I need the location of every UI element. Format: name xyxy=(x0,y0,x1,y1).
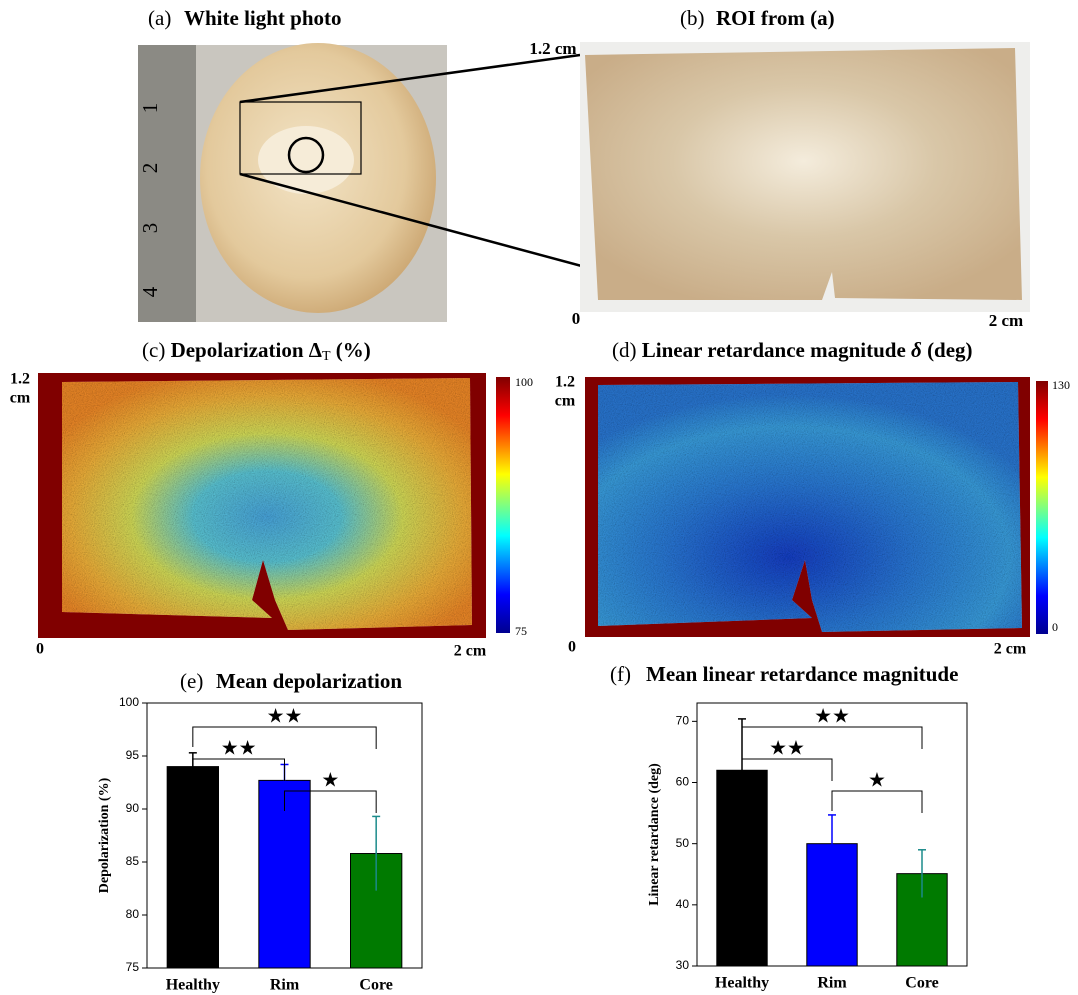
chart-title: Mean depolarization xyxy=(216,669,402,693)
axis-label: 0 xyxy=(36,641,44,658)
bar xyxy=(167,767,218,968)
y-tick-label: 100 xyxy=(119,695,139,709)
significance-bracket xyxy=(832,791,922,813)
panel-title: Linear retardance magnitude xyxy=(642,338,906,362)
y-tick-label: 95 xyxy=(126,748,140,762)
colorbar xyxy=(496,377,510,633)
axis-label: 1.2 xyxy=(555,374,575,391)
axis-label: 0 xyxy=(572,309,581,328)
significance-stars: ★ xyxy=(868,768,886,792)
panel-label: (a) xyxy=(148,6,171,30)
y-tick-label: 70 xyxy=(676,714,690,728)
colorbar-label: 100 xyxy=(515,375,533,389)
chart-label: (e) xyxy=(180,669,203,693)
y-tick-label: 80 xyxy=(126,907,140,921)
y-tick-label: 40 xyxy=(676,897,690,911)
axis-label: 2 cm xyxy=(454,643,487,660)
panel-title-line: (c) Depolarization ΔT (%) xyxy=(142,338,371,367)
x-tick-label: Core xyxy=(359,977,392,994)
significance-stars: ★★ xyxy=(814,704,850,728)
x-tick-label: Healthy xyxy=(166,977,220,994)
panel-title-unit: (deg) xyxy=(927,338,973,362)
panel-title: White light photo xyxy=(184,6,342,30)
figure: (a) White light photo 1 2 3 4 (b) ROI fr… xyxy=(0,0,1078,995)
y-tick-label: 50 xyxy=(676,836,690,850)
chart-title: Mean linear retardance magnitude xyxy=(646,662,958,686)
y-tick-label: 90 xyxy=(126,801,140,815)
page: (a) White light photo 1 2 3 4 (b) ROI fr… xyxy=(0,0,1078,995)
axis-label: 1.2 xyxy=(10,371,30,388)
axis-label: cm xyxy=(10,390,31,407)
ruler-label: 3 xyxy=(138,223,162,234)
panel-title: Depolarization Δ xyxy=(171,338,322,362)
ruler xyxy=(138,45,196,322)
panel-label: (c) xyxy=(142,338,165,362)
axis-label: 2 cm xyxy=(994,641,1027,658)
significance-stars: ★ xyxy=(321,768,339,792)
significance-stars: ★★ xyxy=(221,736,257,760)
y-tick-label: 75 xyxy=(126,960,140,974)
panel-title-symbol: δ xyxy=(911,338,922,362)
chart-label: (f) xyxy=(610,662,631,686)
axis-label: 0 xyxy=(568,639,576,656)
x-tick-label: Rim xyxy=(270,977,300,994)
axis-label: 1.2 cm xyxy=(529,39,576,58)
colorbar-label: 130 xyxy=(1052,378,1070,392)
y-tick-label: 85 xyxy=(126,854,140,868)
y-tick-label: 30 xyxy=(676,958,690,972)
panel-title-subscript: T xyxy=(322,349,331,364)
panel-title-unit: (%) xyxy=(336,338,371,362)
x-tick-label: Healthy xyxy=(715,975,769,992)
colorbar-label: 75 xyxy=(515,624,527,638)
significance-stars: ★★ xyxy=(769,736,805,760)
colorbar-label: 0 xyxy=(1052,620,1058,634)
axis-label: 2 cm xyxy=(989,311,1023,330)
panel-label: (d) xyxy=(612,338,637,362)
roi-tissue xyxy=(585,48,1022,300)
x-tick-label: Core xyxy=(905,975,938,992)
panel-title: ROI from (a) xyxy=(716,6,835,30)
axis-label: cm xyxy=(555,393,576,410)
y-axis-label: Linear retardance (deg) xyxy=(647,763,662,906)
panel-title-line: (d) Linear retardance magnitude δ (deg) xyxy=(612,338,973,362)
y-axis-label: Depolarization (%) xyxy=(97,777,112,893)
ruler-label: 4 xyxy=(138,286,162,297)
ruler-label: 1 xyxy=(138,103,162,114)
panel-label: (b) xyxy=(680,6,705,30)
colorbar xyxy=(1036,381,1048,634)
y-tick-label: 60 xyxy=(676,775,690,789)
significance-stars: ★★ xyxy=(267,704,303,728)
ruler-label: 2 xyxy=(138,163,162,174)
x-tick-label: Rim xyxy=(817,975,847,992)
